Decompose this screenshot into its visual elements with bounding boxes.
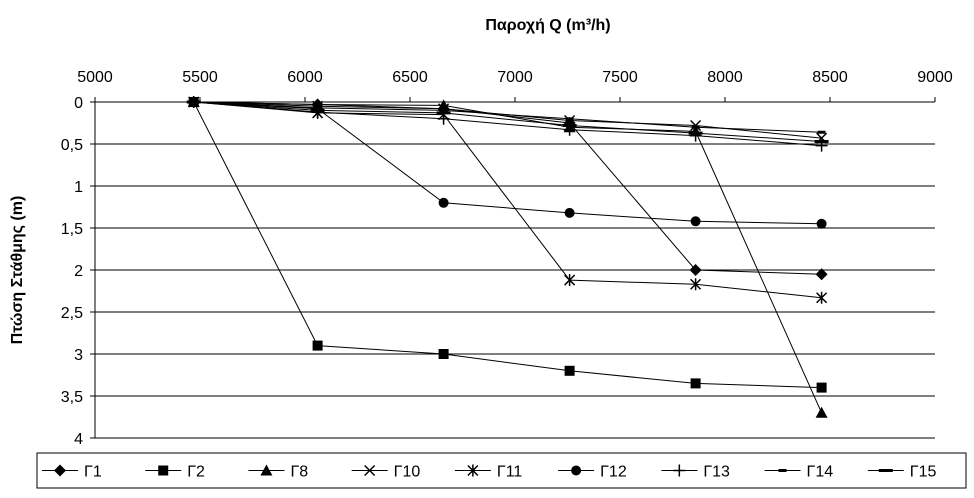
x-tick-label: 6500	[392, 69, 428, 86]
data-point-g15	[187, 101, 201, 104]
data-point-g15	[815, 140, 829, 143]
legend-marker-g2	[158, 466, 168, 476]
series-g13	[188, 96, 828, 152]
series-g1	[188, 96, 828, 280]
legend-label: Γ10	[394, 464, 421, 481]
y-tick-label: 1,5	[61, 221, 83, 238]
x-tick-label: 6000	[287, 69, 323, 86]
legend-marker-g12	[571, 466, 581, 476]
data-point-g15	[437, 111, 451, 114]
legend-label: Γ14	[807, 464, 834, 481]
data-point-g15	[311, 109, 325, 112]
legend: Γ1 Γ2 Γ8 Γ10 Γ11 Γ12 Γ13 Γ14 Γ15	[37, 453, 966, 488]
data-point-g14	[818, 131, 826, 134]
data-point-g15	[689, 132, 703, 135]
data-point-g2	[313, 341, 323, 351]
y-tick-label: 2	[74, 263, 83, 280]
series-line-g14	[194, 102, 822, 132]
data-point-g14	[692, 126, 700, 129]
x-axis-title: Παροχή Q (m³/h)	[485, 17, 610, 34]
data-point-g12	[565, 208, 575, 218]
data-point-g12	[439, 198, 449, 208]
x-tick-label: 9000	[917, 69, 953, 86]
x-tick-label: 7000	[497, 69, 533, 86]
data-point-g12	[817, 219, 827, 229]
series-line-g12	[194, 102, 822, 224]
data-point-g12	[691, 216, 701, 226]
legend-label: Γ1	[84, 464, 102, 481]
y-tick-label: 0,5	[61, 137, 83, 154]
x-tick-label: 8500	[812, 69, 848, 86]
y-tick-label: 4	[74, 431, 83, 448]
legend-label: Γ12	[600, 464, 627, 481]
series-g2	[189, 97, 827, 393]
legend-label: Γ13	[703, 464, 730, 481]
series-line-g11	[194, 102, 822, 298]
y-tick-label: 1	[74, 179, 83, 196]
series-g11	[189, 96, 827, 304]
series-line-g2	[194, 102, 822, 388]
y-tick-label: 2,5	[61, 305, 83, 322]
data-point-g2	[565, 366, 575, 376]
data-point-g14	[566, 117, 574, 120]
legend-label: Γ8	[290, 464, 308, 481]
y-tick-label: 0	[74, 95, 83, 112]
y-tick-label: 3	[74, 347, 83, 364]
series-line-g15	[194, 102, 822, 142]
data-point-g2	[691, 378, 701, 388]
series-line-g8	[194, 102, 822, 413]
x-tick-label: 7500	[602, 69, 638, 86]
legend-label: Γ15	[910, 464, 937, 481]
legend-label: Γ11	[497, 464, 523, 481]
x-tick-label: 8000	[707, 69, 743, 86]
gridlines	[95, 144, 935, 438]
x-tick-label: 5500	[182, 69, 218, 86]
y-axis-title: Πτώση Στάθμης (m)	[9, 196, 26, 345]
legend-marker-g14	[779, 469, 787, 472]
y-tick-label: 3,5	[61, 389, 83, 406]
data-point-g15	[563, 124, 577, 127]
data-point-g2	[439, 349, 449, 359]
series-line-g1	[194, 102, 822, 274]
data-point-g2	[817, 383, 827, 393]
data-point-g8	[816, 407, 828, 418]
legend-label: Γ2	[187, 464, 205, 481]
x-tick-label: 5000	[77, 69, 113, 86]
legend-marker-g15	[879, 469, 893, 472]
